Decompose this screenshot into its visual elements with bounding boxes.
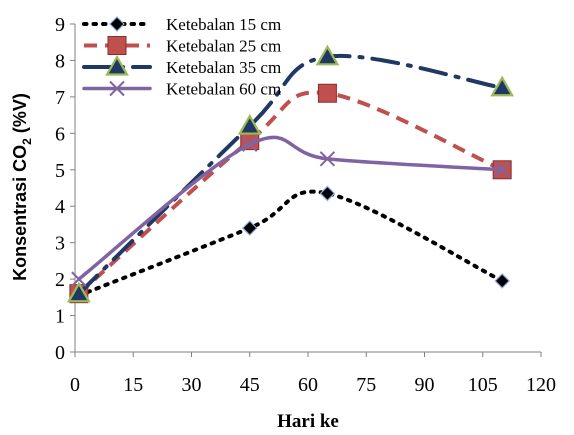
- legend-marker-3: [105, 54, 129, 76]
- data-point-series-4: [494, 162, 510, 178]
- data-point-series-3: [66, 281, 91, 303]
- legend-label-1: Ketebalan 15 cm: [166, 15, 281, 34]
- y-tick-label: 3: [55, 233, 65, 255]
- series-layer: [66, 44, 515, 304]
- data-point-series-3: [237, 113, 262, 135]
- data-point-series-3: [490, 75, 515, 97]
- x-tick-label: 90: [415, 374, 435, 396]
- y-tick-label: 7: [55, 87, 65, 109]
- x-axis-title: Hari ke: [277, 411, 339, 432]
- x-tick-label: 30: [182, 374, 202, 396]
- x-tick-label: 60: [298, 374, 318, 396]
- legend-marker-1: [109, 16, 125, 32]
- chart-legend: Ketebalan 15 cm Ketebalan 25 cm Ketebalan …: [82, 15, 281, 99]
- x-tick-label: 0: [70, 374, 80, 396]
- series-line-4: [77, 135, 504, 281]
- y-tick-label: 8: [55, 50, 65, 72]
- data-point-series-1: [319, 185, 336, 202]
- x-tick-label: 15: [123, 374, 143, 396]
- x-tick-label: 120: [526, 374, 556, 396]
- legend-marker-4: [109, 80, 125, 97]
- series-line-2: [77, 90, 503, 296]
- data-point-series-4: [242, 136, 258, 152]
- x-tick-label: 105: [468, 374, 498, 396]
- y-tick-label: 6: [55, 123, 65, 145]
- legend-label-3: Ketebalan 35 cm: [166, 58, 281, 77]
- data-point-series-4: [319, 151, 336, 167]
- series-line-3: [76, 53, 505, 296]
- data-point-series-2: [317, 83, 337, 103]
- y-tick-label: 1: [55, 306, 65, 328]
- data-point-series-4: [71, 271, 87, 287]
- y-axis-title: Konsentrasi CO2 (%V): [10, 93, 34, 281]
- x-tick-label: 75: [356, 374, 376, 396]
- y-tick-label: 9: [55, 14, 65, 36]
- y-tick-label: 5: [55, 160, 65, 182]
- y-tick-label: 2: [55, 269, 65, 291]
- data-point-series-1: [241, 220, 258, 236]
- series-line-1: [76, 189, 505, 298]
- x-tick-label: 45: [240, 374, 260, 396]
- data-point-series-1: [494, 273, 511, 289]
- y-tick-label: 4: [55, 196, 65, 218]
- legend-label-2: Ketebalan 25 cm: [166, 37, 281, 56]
- legend-marker-2: [107, 36, 127, 55]
- y-tick-label: 0: [55, 342, 65, 364]
- data-point-series-3: [315, 44, 340, 66]
- legend-label-4: Ketebalan 60 cm: [166, 80, 281, 99]
